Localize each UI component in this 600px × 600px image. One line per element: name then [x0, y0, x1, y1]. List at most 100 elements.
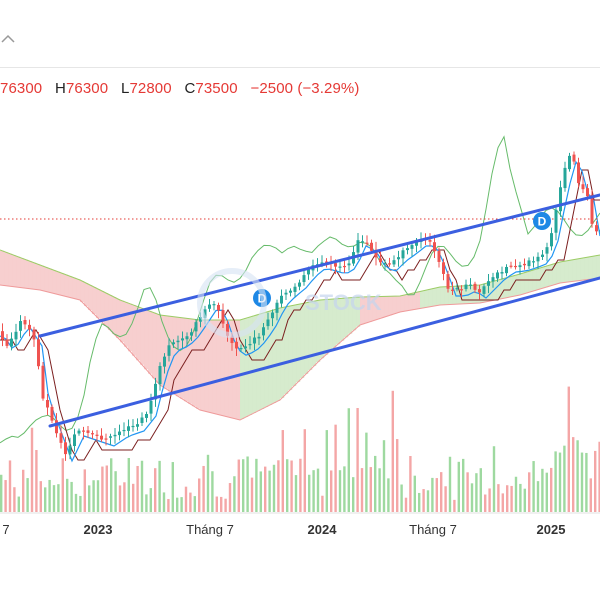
- cloud-slice: [372, 296, 377, 321]
- volume-bar: [4, 480, 7, 512]
- bottom-area: [0, 545, 600, 600]
- cloud-slice: [296, 304, 301, 382]
- candle-body: [14, 331, 18, 340]
- candle-body: [460, 289, 463, 291]
- candle-body: [248, 344, 252, 346]
- cloud-slice: [416, 291, 421, 309]
- cloud-slice: [56, 271, 61, 295]
- volume-bar: [162, 492, 166, 512]
- candle-body: [586, 188, 589, 197]
- volume-bar: [523, 488, 526, 512]
- candle-body: [595, 225, 598, 232]
- volume-bar: [391, 390, 394, 512]
- volume-bar: [431, 477, 434, 512]
- cloud-slice: [244, 318, 249, 417]
- volume-bar: [312, 470, 315, 512]
- channel-upper: [38, 193, 600, 338]
- candle-body: [491, 277, 495, 282]
- cloud-slice: [36, 264, 41, 290]
- volume-bar: [567, 386, 570, 512]
- cloud-slice: [420, 291, 425, 309]
- volume-bar: [594, 450, 597, 512]
- volume-bar: [589, 478, 592, 512]
- volume-bar: [563, 445, 566, 512]
- volume-bar: [57, 484, 60, 512]
- volume-bar: [290, 460, 293, 512]
- candle-body: [401, 250, 405, 259]
- volume-bar: [198, 478, 201, 512]
- cloud-slice: [312, 301, 317, 366]
- candle-body: [437, 250, 441, 262]
- volume-bar: [96, 480, 100, 512]
- volume-bar: [180, 497, 183, 512]
- volume-bar: [268, 470, 271, 512]
- volume-bar: [356, 408, 359, 512]
- candle-body: [235, 341, 238, 349]
- cloud-slice: [304, 302, 309, 374]
- volume-bar: [514, 476, 518, 512]
- cloud-slice: [300, 303, 305, 378]
- candle-body: [347, 263, 351, 266]
- candle-body: [113, 434, 117, 437]
- candle-body: [181, 338, 184, 341]
- cloud-slice: [540, 267, 545, 289]
- volume-bar: [497, 484, 500, 512]
- candle-body: [428, 240, 432, 242]
- volume-bar: [572, 437, 575, 512]
- cloud-slice: [200, 320, 205, 411]
- candle-body: [208, 304, 211, 309]
- volume-bar: [303, 429, 306, 512]
- candle-body: [541, 254, 544, 257]
- candle-body: [1, 331, 4, 340]
- candle-body: [496, 272, 499, 279]
- cloud-slice: [560, 261, 565, 283]
- cloud-slice: [124, 302, 129, 347]
- volume-bar: [39, 481, 42, 512]
- volume-bar: [224, 498, 227, 512]
- candle-body: [451, 289, 454, 291]
- volume-bar: [105, 465, 108, 512]
- candle-body: [334, 263, 337, 267]
- cloud-slice: [524, 272, 529, 294]
- candle-body: [392, 260, 396, 265]
- candle-body: [145, 414, 148, 418]
- volume-bar: [136, 465, 139, 512]
- volume-bar: [532, 461, 535, 512]
- candle-body: [5, 339, 9, 346]
- volume-bar: [330, 470, 333, 512]
- candle-body: [23, 320, 27, 325]
- cloud-slice: [224, 320, 229, 417]
- candle-body: [446, 274, 450, 289]
- volume-bar: [237, 459, 240, 512]
- volume-bar: [61, 458, 64, 512]
- cloud-slice: [104, 293, 109, 326]
- volume-bar: [149, 488, 152, 512]
- candle-body: [257, 336, 261, 339]
- cloud-slice: [516, 274, 521, 296]
- volume-bar: [246, 456, 249, 512]
- cloud-slice: [180, 317, 185, 399]
- cloud-slice: [412, 292, 417, 310]
- volume-bar: [92, 480, 95, 512]
- volume-bar: [44, 487, 47, 512]
- candle-body: [572, 154, 576, 162]
- candle-body: [86, 430, 90, 433]
- candle-body: [325, 261, 328, 263]
- volume-bar: [470, 483, 474, 512]
- candle-body: [158, 365, 162, 385]
- cloud-slice: [24, 259, 29, 289]
- cloud-slice: [580, 258, 585, 281]
- candle-body: [176, 340, 180, 343]
- volume-bar: [206, 454, 210, 512]
- candle-body: [95, 434, 99, 436]
- volume-bar: [422, 489, 425, 512]
- volume-bar: [158, 460, 161, 512]
- volume-bar: [30, 427, 34, 512]
- candle-body: [505, 266, 508, 274]
- volume-bar: [418, 492, 421, 512]
- chevron-icon[interactable]: [0, 30, 20, 50]
- cloud-slice: [116, 299, 121, 338]
- volume-bar: [365, 432, 368, 512]
- volume-bar: [264, 466, 267, 512]
